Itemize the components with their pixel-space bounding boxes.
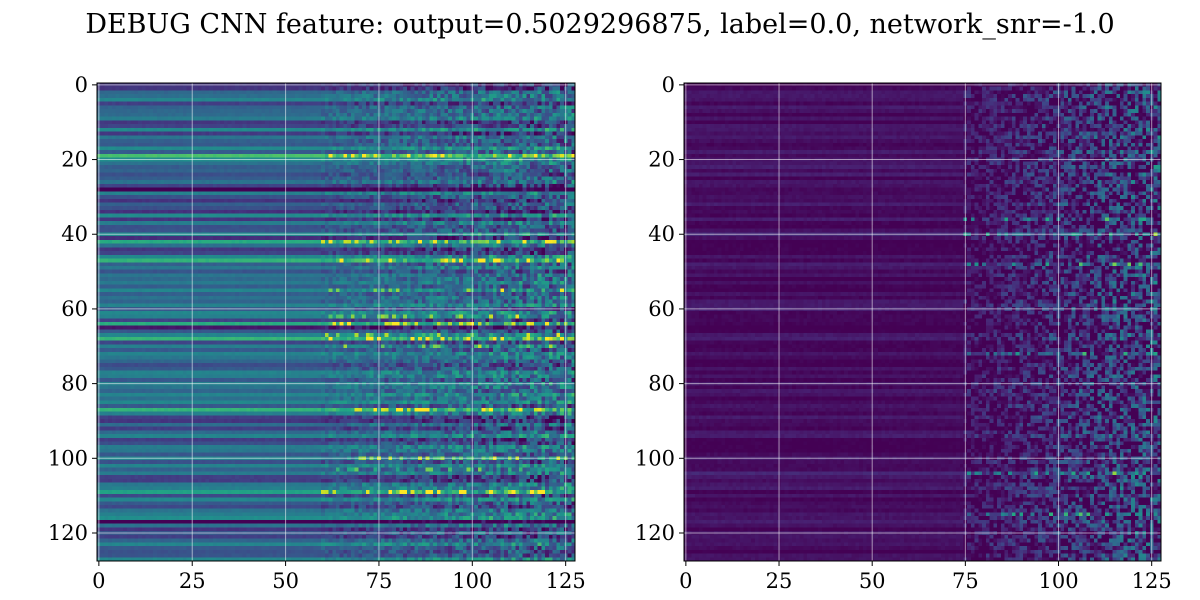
y-tick-label: 20 [61,148,88,172]
y-tick-label: 120 [48,521,88,545]
heatmap-image-left [97,83,575,561]
y-tick-label: 40 [648,222,675,246]
x-tick-label: 50 [859,569,886,593]
y-tick-label: 100 [48,446,88,470]
heatmap-panel-right: 0 25 50 75 100 125 0 20 40 60 80 100 120 [635,73,1172,593]
grid-left [97,83,575,561]
y-tick-label: 0 [662,73,675,97]
y-tick-label: 40 [61,222,88,246]
x-tick-label: 75 [952,569,979,593]
x-tick-label: 0 [679,569,692,593]
x-tick-label: 100 [452,569,492,593]
y-axis-left: 0 20 40 60 80 100 120 [48,73,97,545]
x-tick-label: 25 [179,569,206,593]
x-tick-label: 0 [92,569,105,593]
x-tick-label: 100 [1038,569,1078,593]
x-tick-label: 125 [1132,569,1172,593]
x-tick-label: 50 [272,569,299,593]
x-axis-left: 0 25 50 75 100 125 [92,561,586,593]
axes-frame-right [683,82,1162,562]
y-axis-right: 0 20 40 60 80 100 120 [635,73,684,545]
heatmap-image-right [684,83,1161,561]
y-tick-label: 120 [635,521,675,545]
axes-frame-left [96,82,576,562]
y-tick-label: 20 [648,148,675,172]
x-tick-label: 125 [546,569,586,593]
y-tick-label: 0 [75,73,88,97]
y-tick-label: 80 [648,372,675,396]
x-tick-label: 75 [366,569,393,593]
x-axis-right: 0 25 50 75 100 125 [679,561,1172,593]
y-tick-label: 100 [635,446,675,470]
grid-right [684,83,1161,561]
y-tick-label: 60 [61,297,88,321]
heatmap-panel-left: 0 25 50 75 100 125 0 20 40 60 80 100 120 [48,73,586,593]
figure-title: DEBUG CNN feature: output=0.5029296875, … [85,9,1114,40]
x-tick-label: 25 [766,569,793,593]
y-tick-label: 80 [61,372,88,396]
y-tick-label: 60 [648,297,675,321]
